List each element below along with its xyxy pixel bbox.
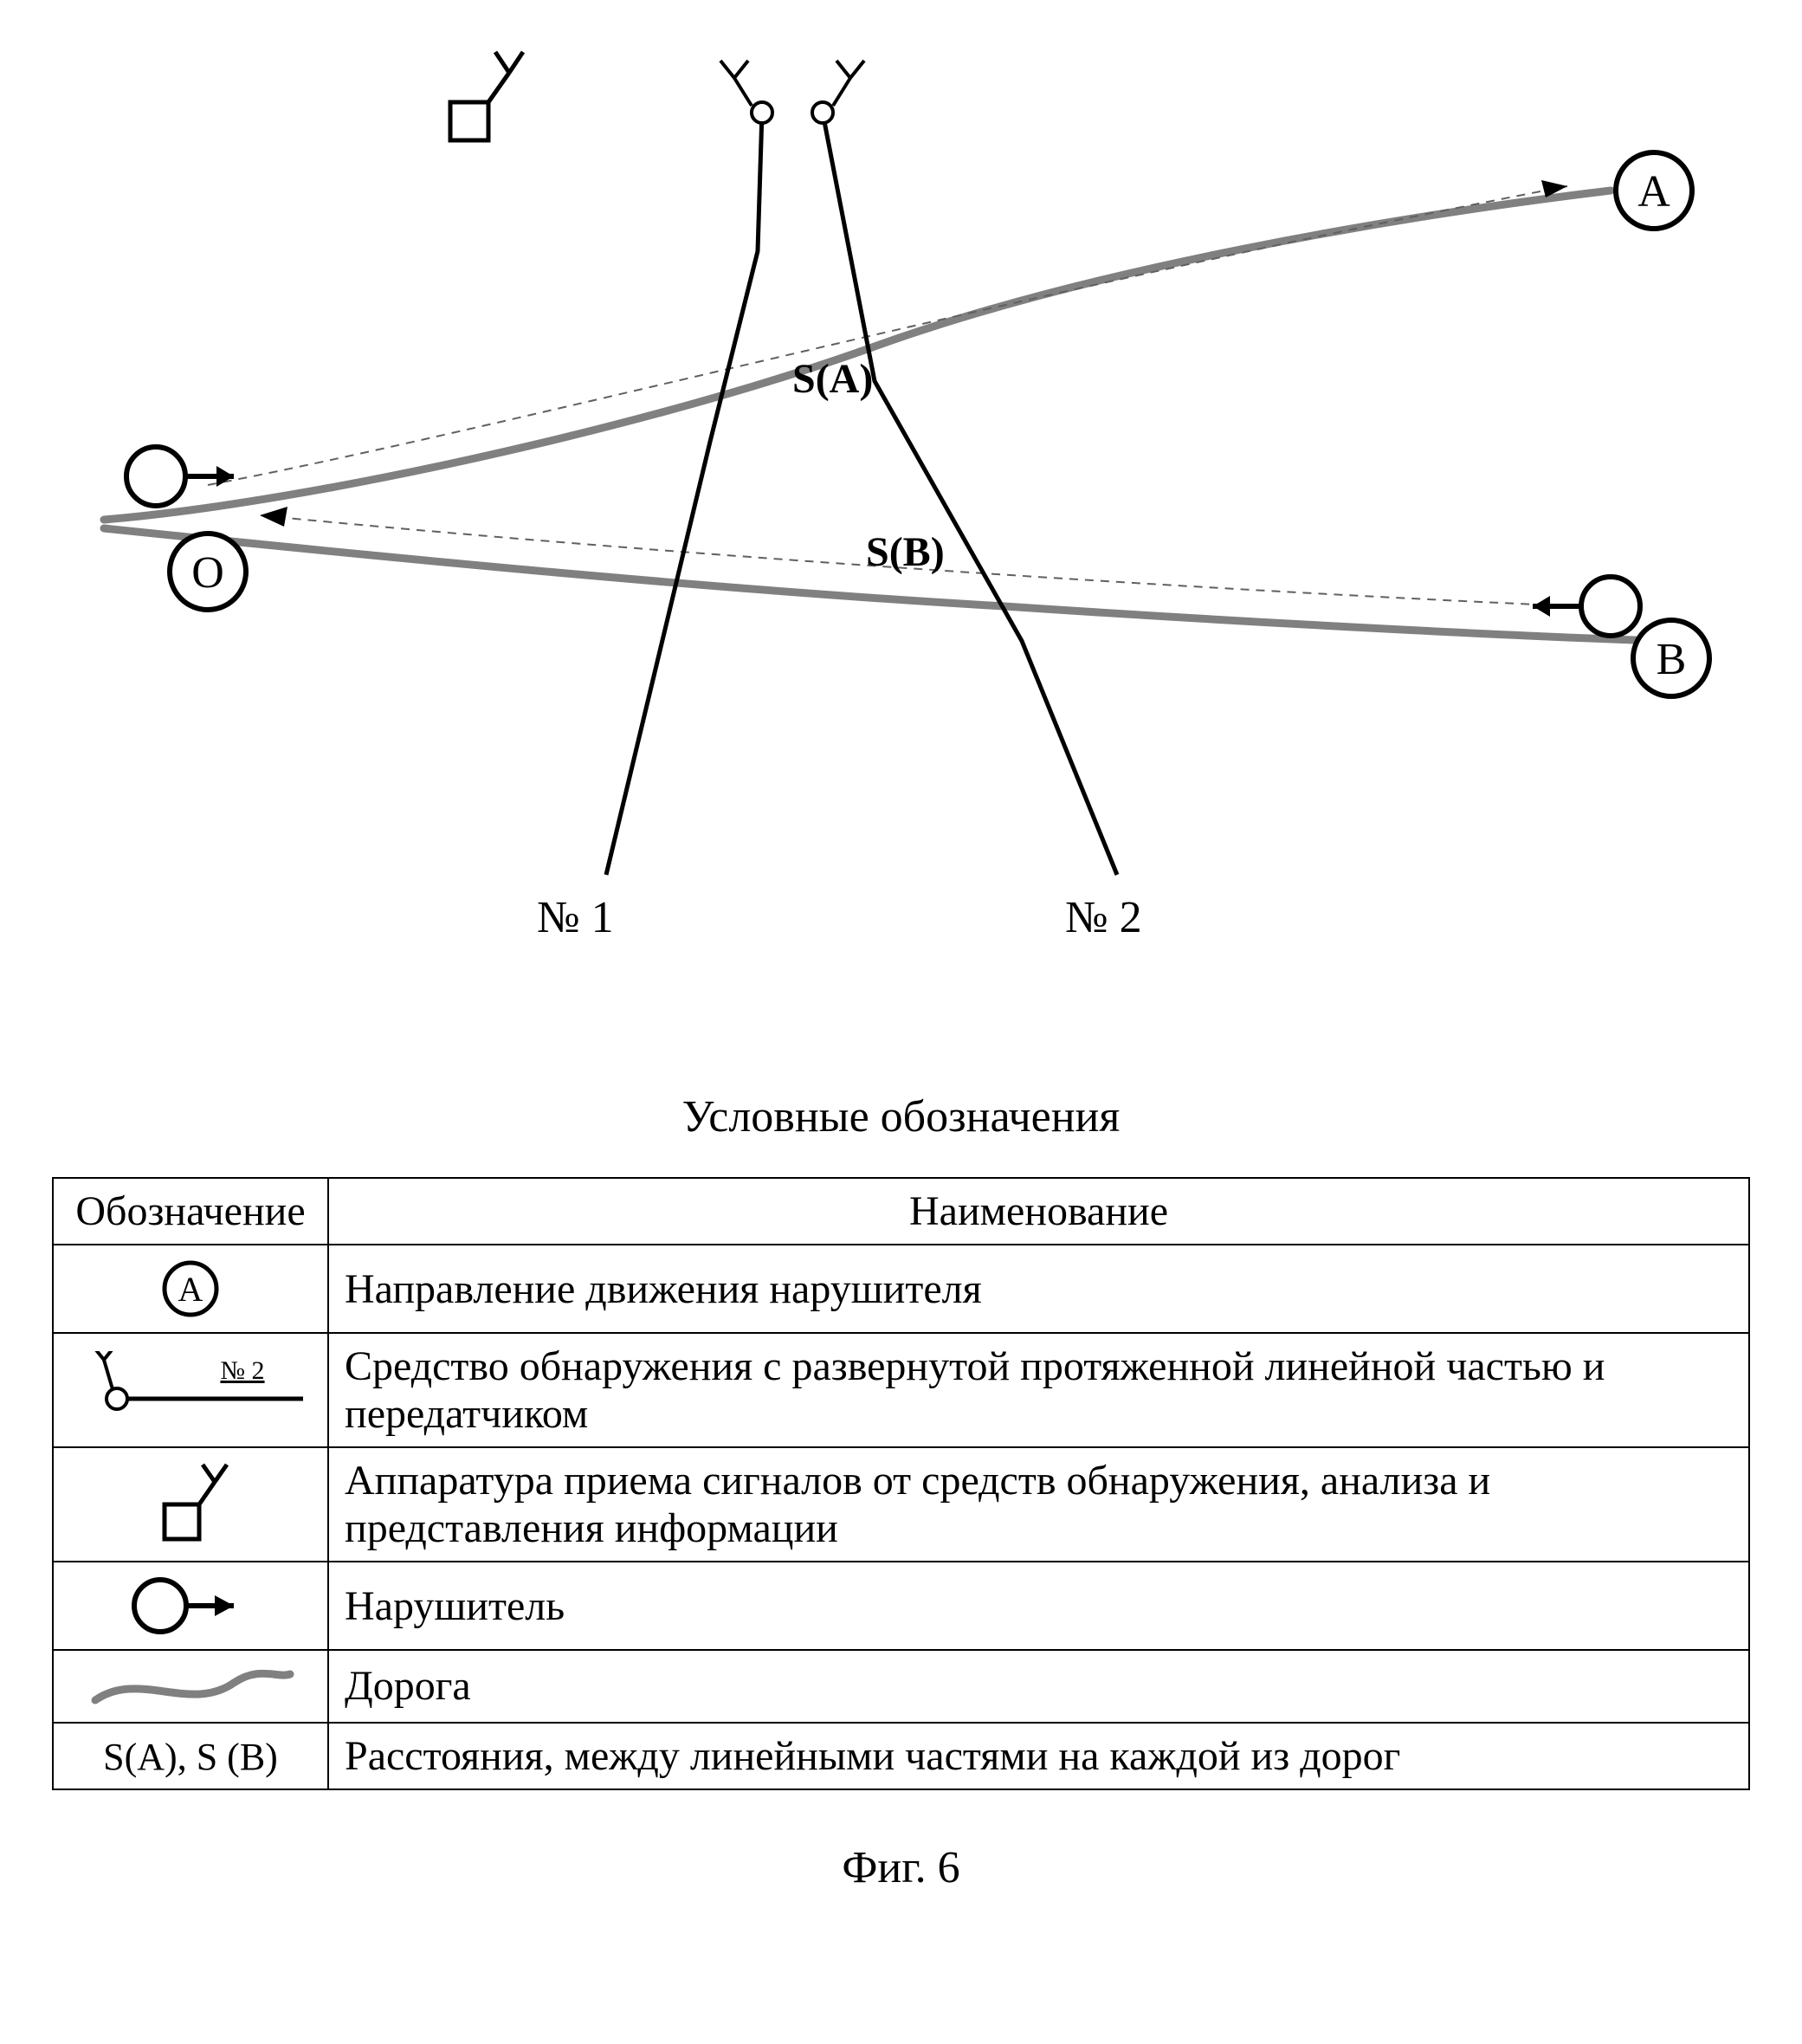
sensor-head-2 xyxy=(812,61,864,123)
legend-sensor-aux: № 2 xyxy=(220,1356,264,1385)
legend-col-symbol: Обозначение xyxy=(53,1178,328,1245)
node-B-label: В xyxy=(1657,635,1687,684)
label-SB: S(B) xyxy=(866,528,945,576)
legend-symbol-sab: S(A), S (B) xyxy=(103,1736,278,1778)
node-A-label: А xyxy=(1637,167,1670,217)
legend-symbol-sensor: № 2 xyxy=(69,1351,312,1429)
label-N2: № 2 xyxy=(1065,892,1142,943)
diagram-area: О А В S(A) S(B) xyxy=(52,35,1750,987)
table-row: S(A), S (B) Расстояния, между линейными … xyxy=(53,1723,1749,1789)
legend-text-5: Расстояния, между линейными частями на к… xyxy=(328,1723,1749,1789)
table-row: А Направление движения нарушителя xyxy=(53,1245,1749,1333)
legend-title: Условные обозначения xyxy=(52,1091,1750,1142)
legend-text-1: Средство обнаружения с развернутой протя… xyxy=(328,1333,1749,1447)
legend-text-2: Аппаратура приема сигналов от средств об… xyxy=(328,1447,1749,1562)
node-B: В xyxy=(1633,620,1709,696)
sensor-line-2 xyxy=(823,113,1117,875)
direction-OA xyxy=(208,186,1567,485)
legend-symbol-circleA-label: А xyxy=(178,1270,203,1309)
legend-symbol-receiver xyxy=(139,1461,242,1548)
legend-symbol-intruder xyxy=(121,1571,260,1640)
intruder-B xyxy=(1533,577,1640,636)
sensor-line-1 xyxy=(606,113,762,875)
node-O-label: О xyxy=(191,548,224,598)
legend-symbol-circleA: А xyxy=(147,1254,234,1323)
receiver-icon xyxy=(450,52,523,140)
table-row: № 2 Средство обнаружения с развернутой п… xyxy=(53,1333,1749,1447)
table-row: Аппаратура приема сигналов от средств об… xyxy=(53,1447,1749,1562)
legend-symbol-road xyxy=(87,1661,294,1713)
label-N1: № 1 xyxy=(537,892,614,943)
intruder-O xyxy=(126,447,234,506)
legend-col-name: Наименование xyxy=(328,1178,1749,1245)
node-A: А xyxy=(1616,152,1692,229)
direction-BO-arrowhead xyxy=(260,507,287,527)
node-O: О xyxy=(170,534,246,610)
diagram-svg: О А В xyxy=(52,35,1749,987)
table-row: Дорога xyxy=(53,1650,1749,1723)
legend-text-3: Нарушитель xyxy=(328,1562,1749,1650)
table-row: Нарушитель xyxy=(53,1562,1749,1650)
legend-table: Обозначение Наименование А Направление д… xyxy=(52,1177,1750,1790)
sensor-head-1 xyxy=(720,61,772,123)
label-SA: S(A) xyxy=(792,355,873,403)
figure-caption: Фиг. 6 xyxy=(52,1842,1750,1893)
legend-text-0: Направление движения нарушителя xyxy=(328,1245,1749,1333)
legend-text-4: Дорога xyxy=(328,1650,1749,1723)
